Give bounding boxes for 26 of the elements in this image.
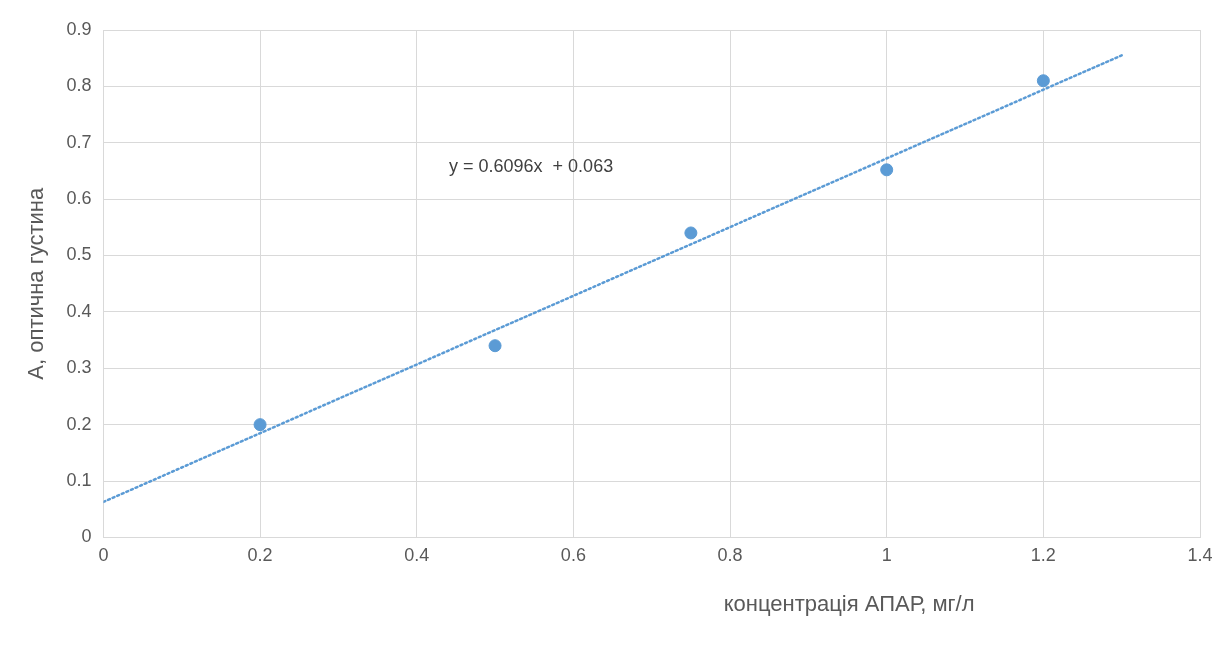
- x-tick-label: 0.6: [560, 545, 586, 566]
- y-tick-label: 0.7: [66, 131, 92, 152]
- x-tick-label: 1.2: [1030, 545, 1056, 566]
- point: [1036, 74, 1050, 88]
- y-tick-label: 0.1: [66, 469, 92, 490]
- x-tick-label: 0.4: [404, 545, 430, 566]
- x-tick-label: 1.4: [1187, 545, 1213, 566]
- y-tick-label: 0.6: [66, 188, 92, 209]
- x-axis-title: концентрація АПАР, мг/л: [723, 591, 975, 617]
- point: [684, 226, 698, 240]
- x-tick-label: 0.2: [247, 545, 273, 566]
- x-tick-label: 0.8: [717, 545, 743, 566]
- y-tick-label: 0.8: [66, 75, 92, 96]
- point: [488, 339, 502, 353]
- y-tick-label: 0: [81, 526, 92, 547]
- y-tick-label: 0.5: [66, 244, 92, 265]
- point: [880, 163, 894, 177]
- point: [253, 418, 267, 432]
- y-axis-title: А, оптична густина: [23, 186, 49, 380]
- y-tick-label: 0.9: [66, 18, 92, 39]
- x-tick-label: 0: [98, 545, 109, 566]
- y-tick-label: 0.4: [66, 300, 92, 321]
- annotation: y = 0.6096x + 0.063: [449, 155, 614, 176]
- y-tick-label: 0.2: [66, 413, 92, 434]
- x-tick-label: 1: [881, 545, 892, 566]
- y-tick-label: 0.3: [66, 357, 92, 378]
